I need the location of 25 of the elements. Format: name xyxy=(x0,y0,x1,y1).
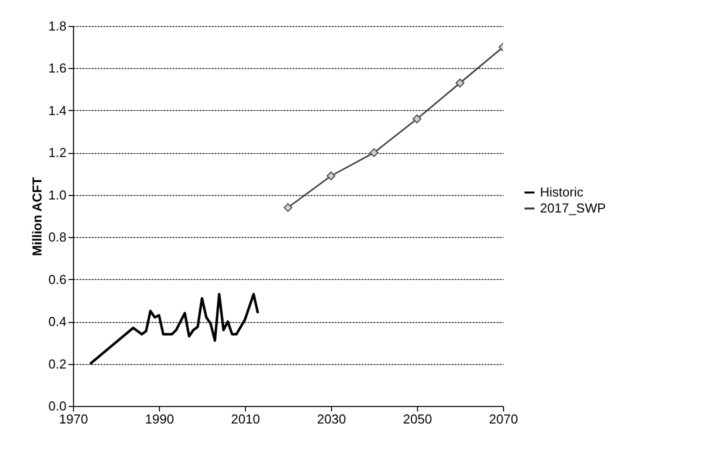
x-tick-label: 2010 xyxy=(231,412,260,426)
point xyxy=(456,78,464,88)
x-tick-label: 1990 xyxy=(145,412,174,426)
x-tick-label: 2070 xyxy=(489,412,518,426)
y-tick-label: 1.0 xyxy=(48,187,66,202)
point xyxy=(370,148,378,158)
y-tick-label: 0.0 xyxy=(48,398,66,414)
y-tick-label: 1.6 xyxy=(48,60,66,76)
y-tick-label: 0.6 xyxy=(48,272,66,287)
line-series xyxy=(88,292,260,366)
x-tick-label: 2030 xyxy=(317,412,346,426)
y-axis-title: Million ACFT xyxy=(29,176,44,256)
y-tick-label: 1.4 xyxy=(48,102,66,118)
point xyxy=(412,114,422,124)
point xyxy=(326,172,336,180)
y-tick-label: 0.4 xyxy=(48,314,66,330)
y-tick-label: 0.8 xyxy=(48,230,66,245)
legend-label: 2017_SWP xyxy=(540,200,606,216)
x-tick-label: 2050 xyxy=(403,412,432,426)
y-tick-label: 0.2 xyxy=(48,356,66,372)
y-tick-label: 1.2 xyxy=(48,145,66,160)
y-tick-label: 1.8 xyxy=(48,18,66,34)
legend-label: Historic xyxy=(540,184,584,200)
x-tick-label: 1970 xyxy=(59,412,88,426)
point xyxy=(284,203,292,212)
